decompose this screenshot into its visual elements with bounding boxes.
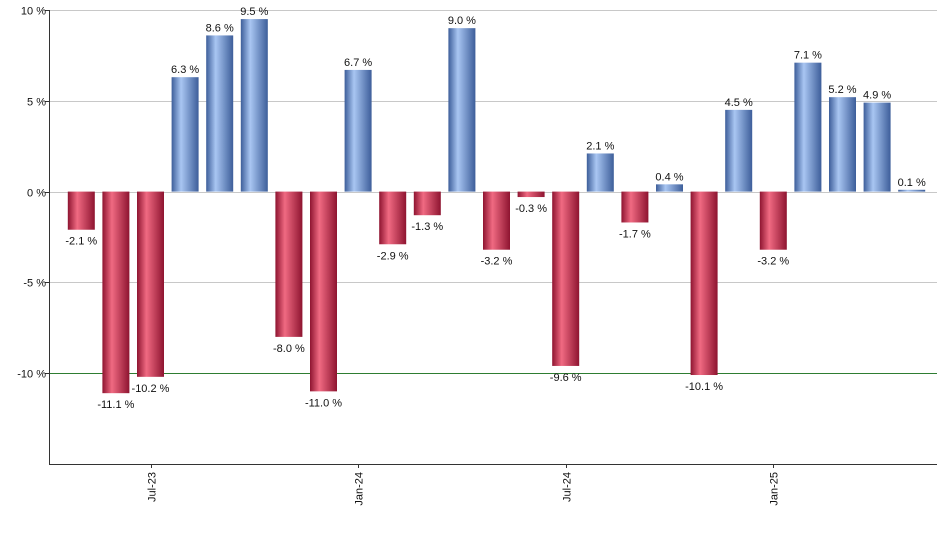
data-label: 0.1 % <box>898 177 926 189</box>
y-tick-label: -5 % <box>23 278 46 290</box>
data-label: 6.7 % <box>344 57 372 69</box>
bar <box>898 189 926 192</box>
data-label: -2.1 % <box>65 236 97 248</box>
data-label: -8.0 % <box>273 343 305 355</box>
data-label: 9.0 % <box>448 15 476 27</box>
data-label: 6.3 % <box>171 64 199 76</box>
x-tick-label: Jan-25 <box>769 472 781 506</box>
x-tick-label: Jul-23 <box>147 472 159 502</box>
data-label: -10.2 % <box>132 383 170 395</box>
data-label: -10.1 % <box>685 381 723 393</box>
x-tick-label: Jul-24 <box>562 472 574 502</box>
bar <box>863 102 891 192</box>
bar <box>759 191 787 250</box>
bar <box>137 191 164 377</box>
bar <box>240 19 268 192</box>
data-label: 9.5 % <box>240 6 268 18</box>
bar <box>344 69 372 192</box>
bar <box>829 97 856 192</box>
x-tick-label: Jan-24 <box>354 472 366 506</box>
data-label: 0.4 % <box>655 171 683 183</box>
data-label: -11.1 % <box>97 399 134 411</box>
data-label: 5.2 % <box>828 84 856 96</box>
bar <box>794 62 822 192</box>
data-label: -1.3 % <box>411 221 443 233</box>
bar <box>275 191 303 337</box>
data-label: -0.3 % <box>515 203 547 215</box>
data-label: -2.9 % <box>377 250 409 262</box>
axes: 10 % 5 % 0 % -5 % -10 % Jul-23 Jan-24 Jul-24 Jan… <box>17 6 937 506</box>
bar <box>725 109 753 192</box>
y-tick-label: 10 % <box>21 6 46 18</box>
data-label: 4.9 % <box>863 90 891 102</box>
data-label: 8.6 % <box>206 22 234 34</box>
bar <box>448 28 476 192</box>
data-label: 4.5 % <box>725 97 753 109</box>
data-label: -9.6 % <box>550 372 582 384</box>
bar <box>586 153 614 192</box>
bar <box>379 191 407 245</box>
data-label: -3.2 % <box>481 256 513 268</box>
bar <box>413 191 441 216</box>
y-tick-label: -10 % <box>17 369 46 381</box>
bar <box>171 77 199 192</box>
bar <box>621 191 649 223</box>
data-label: -3.2 % <box>757 256 789 268</box>
data-label: -11.0 % <box>305 397 342 409</box>
bar <box>67 191 95 230</box>
bar <box>483 191 510 250</box>
y-tick-label: 5 % <box>27 97 46 109</box>
bar <box>102 191 130 394</box>
data-labels: -2.1 % -11.1 % -10.2 % 6.3 % 8.6 % 9.5 % -8.0 … <box>65 6 926 411</box>
bars <box>67 19 926 394</box>
y-tick-label: 0 % <box>27 188 46 200</box>
bar <box>690 191 718 376</box>
bar <box>206 35 234 192</box>
bar <box>552 191 580 366</box>
bar <box>310 191 337 392</box>
data-label: -1.7 % <box>619 228 651 240</box>
bar <box>656 184 683 192</box>
data-label: 7.1 % <box>794 50 822 62</box>
bar <box>517 191 545 198</box>
data-label: 2.1 % <box>586 140 614 152</box>
